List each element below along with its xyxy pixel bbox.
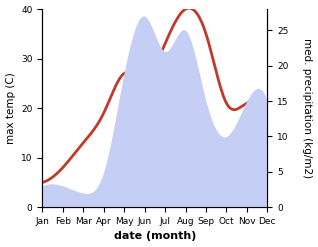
Y-axis label: max temp (C): max temp (C) (5, 72, 16, 144)
X-axis label: date (month): date (month) (114, 231, 196, 242)
Y-axis label: med. precipitation (kg/m2): med. precipitation (kg/m2) (302, 38, 313, 178)
